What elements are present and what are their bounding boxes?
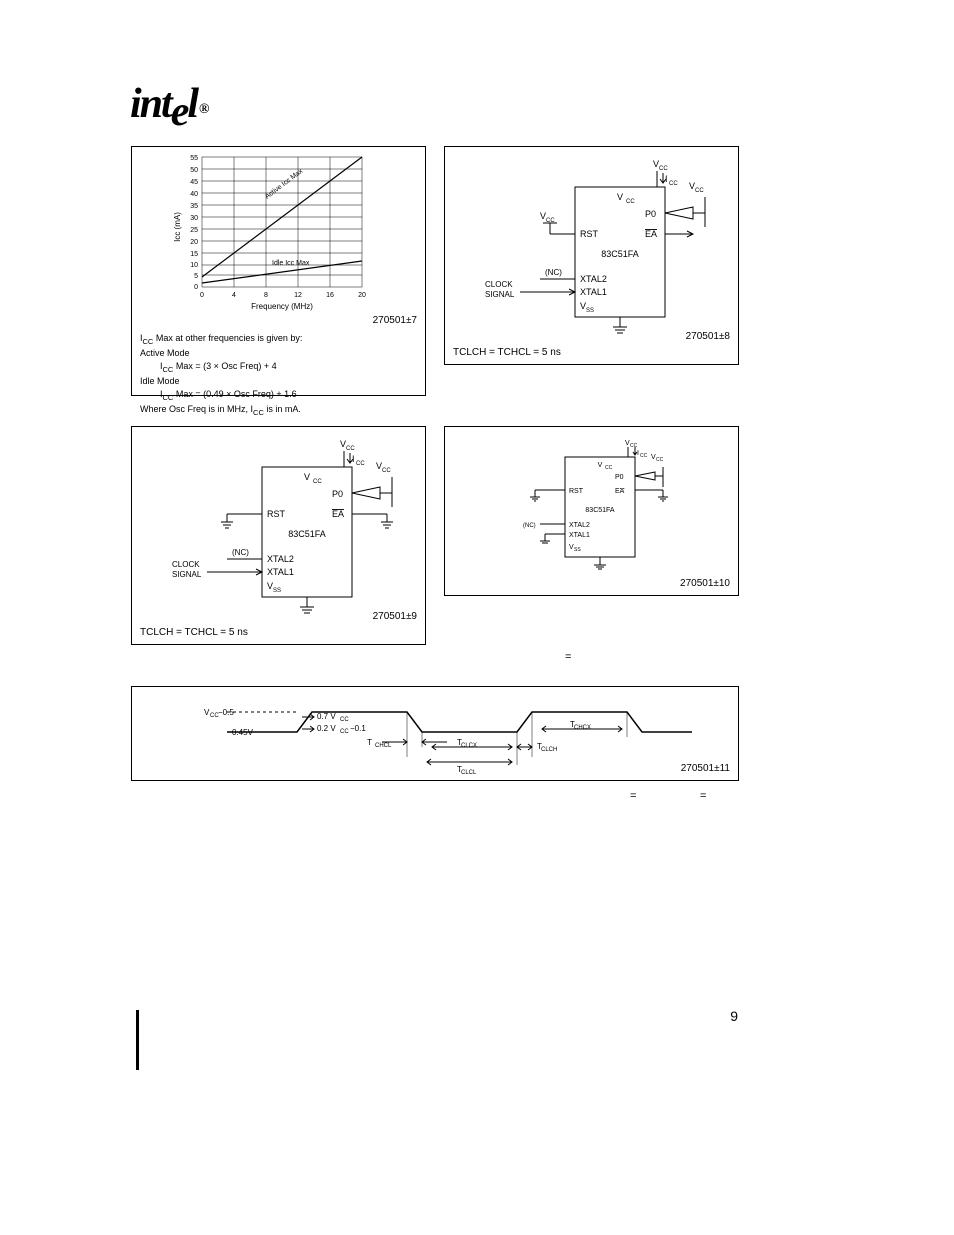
svg-text:50: 50 bbox=[190, 167, 198, 174]
svg-text:0.2 V: 0.2 V bbox=[317, 724, 336, 733]
svg-text:P0: P0 bbox=[332, 489, 343, 499]
svg-text:83C51FA: 83C51FA bbox=[601, 249, 639, 259]
svg-text:25: 25 bbox=[190, 227, 198, 234]
svg-text:10: 10 bbox=[190, 262, 198, 269]
figure-3: 83C51FA VCC ICC VCC VCC P0 RST EA XTAL2 … bbox=[131, 426, 426, 645]
svg-text:CC: CC bbox=[656, 457, 664, 463]
svg-text:CC: CC bbox=[382, 468, 391, 474]
margin-bar bbox=[136, 1010, 139, 1070]
svg-text:XTAL2: XTAL2 bbox=[580, 274, 607, 284]
svg-text:P0: P0 bbox=[645, 209, 656, 219]
svg-text:V: V bbox=[598, 462, 603, 469]
svg-text:XTAL2: XTAL2 bbox=[267, 554, 294, 564]
svg-text:(NC): (NC) bbox=[232, 548, 249, 557]
figure-4-ref: 270501±10 bbox=[680, 578, 730, 589]
svg-text:55: 55 bbox=[190, 155, 198, 162]
svg-text:CC: CC bbox=[626, 199, 635, 205]
svg-text:RST: RST bbox=[580, 229, 599, 239]
svg-text:0: 0 bbox=[200, 292, 204, 299]
svg-text:83C51FA: 83C51FA bbox=[288, 529, 326, 539]
svg-text:XTAL1: XTAL1 bbox=[569, 532, 590, 539]
svg-text:Idle Icc Max: Idle Icc Max bbox=[272, 260, 310, 267]
figure-2: 83C51FA VCC ICC VCC VCC P0 RST VCC EA XT… bbox=[444, 146, 739, 365]
svg-text:20: 20 bbox=[190, 239, 198, 246]
svg-text:CHCL: CHCL bbox=[375, 743, 392, 749]
svg-text:CC: CC bbox=[605, 465, 613, 471]
svg-text:0.45V: 0.45V bbox=[232, 728, 254, 737]
figure-1: Icc (mA) 0 5 10 15 20 25 30 35 40 45 50 … bbox=[131, 146, 426, 396]
svg-text:I: I bbox=[637, 450, 639, 457]
svg-text:CLCX: CLCX bbox=[461, 743, 477, 749]
svg-text:83C51FA: 83C51FA bbox=[585, 507, 615, 514]
svg-text:SIGNAL: SIGNAL bbox=[172, 570, 202, 579]
svg-text:0: 0 bbox=[194, 284, 198, 291]
svg-text:Active Icc Max: Active Icc Max bbox=[264, 168, 305, 201]
svg-text:40: 40 bbox=[190, 191, 198, 198]
intel-logo: intel® bbox=[130, 80, 206, 128]
svg-text:CC: CC bbox=[313, 479, 322, 485]
figure-3-ref: 270501±9 bbox=[373, 611, 417, 622]
svg-text:XTAL1: XTAL1 bbox=[267, 567, 294, 577]
page-number: 9 bbox=[730, 1008, 738, 1024]
svg-text:30: 30 bbox=[190, 215, 198, 222]
svg-text:CHCX: CHCX bbox=[574, 725, 591, 731]
svg-text:RST: RST bbox=[267, 509, 286, 519]
figure-4: 83C51FA VCC ICC VCC VCC P0 RST EA XTAL2 … bbox=[444, 426, 739, 596]
svg-text:12: 12 bbox=[294, 292, 302, 299]
svg-text:EA: EA bbox=[615, 488, 625, 495]
svg-text:0.7 V: 0.7 V bbox=[317, 712, 336, 721]
svg-text:(NC): (NC) bbox=[545, 268, 562, 277]
svg-text:CLOCK: CLOCK bbox=[172, 560, 200, 569]
equals-1: = bbox=[565, 651, 571, 663]
equals-2: = bbox=[630, 790, 636, 802]
svg-text:EA: EA bbox=[645, 229, 657, 239]
figure-2-ref: 270501±8 bbox=[686, 331, 730, 342]
svg-text:Frequency (MHz): Frequency (MHz) bbox=[251, 302, 313, 311]
svg-text:V: V bbox=[304, 472, 310, 482]
svg-text:SS: SS bbox=[574, 547, 581, 553]
svg-text:45: 45 bbox=[190, 179, 198, 186]
svg-text:CC: CC bbox=[659, 166, 668, 172]
svg-text:−0.1: −0.1 bbox=[350, 724, 366, 733]
figure-3-note: TCLCH = TCHCL = 5 ns bbox=[140, 627, 248, 638]
figure-1-caption: ICC Max at other frequencies is given by… bbox=[140, 332, 417, 418]
svg-text:CLOCK: CLOCK bbox=[485, 280, 513, 289]
svg-text:4: 4 bbox=[232, 292, 236, 299]
svg-text:V: V bbox=[617, 192, 623, 202]
svg-text:CLCL: CLCL bbox=[461, 770, 477, 776]
svg-text:T: T bbox=[367, 738, 372, 747]
figure-5: VCC−0.5 0.45V 0.7 VCC 0.2 VCC−0.1 TCHCL … bbox=[131, 686, 739, 781]
svg-text:P0: P0 bbox=[615, 474, 624, 481]
svg-text:CC: CC bbox=[340, 717, 349, 723]
svg-text:35: 35 bbox=[190, 203, 198, 210]
svg-text:CC: CC bbox=[340, 729, 349, 735]
svg-text:8: 8 bbox=[264, 292, 268, 299]
equals-3: = bbox=[700, 790, 706, 802]
svg-text:XTAL1: XTAL1 bbox=[580, 287, 607, 297]
svg-text:Icc (mA): Icc (mA) bbox=[173, 212, 182, 242]
svg-text:CC: CC bbox=[695, 188, 704, 194]
figure-1-ref: 270501±7 bbox=[373, 315, 417, 326]
figure-2-note: TCLCH = TCHCL = 5 ns bbox=[453, 347, 561, 358]
svg-text:SIGNAL: SIGNAL bbox=[485, 290, 515, 299]
svg-text:CC: CC bbox=[346, 446, 355, 452]
svg-text:SS: SS bbox=[586, 308, 594, 314]
svg-text:RST: RST bbox=[569, 488, 584, 495]
svg-text:XTAL2: XTAL2 bbox=[569, 522, 590, 529]
svg-text:16: 16 bbox=[326, 292, 334, 299]
svg-text:CLCH: CLCH bbox=[541, 747, 557, 753]
svg-text:−0.5: −0.5 bbox=[218, 708, 234, 717]
svg-text:(NC): (NC) bbox=[523, 523, 536, 529]
svg-text:EA: EA bbox=[332, 509, 344, 519]
svg-text:CC: CC bbox=[630, 443, 638, 449]
svg-text:CC: CC bbox=[669, 181, 678, 187]
svg-text:CC: CC bbox=[640, 453, 648, 459]
svg-text:5: 5 bbox=[194, 273, 198, 280]
figure-5-ref: 270501±11 bbox=[681, 763, 730, 774]
svg-text:20: 20 bbox=[358, 292, 366, 299]
svg-text:CC: CC bbox=[356, 461, 365, 467]
svg-text:15: 15 bbox=[190, 251, 198, 258]
svg-text:SS: SS bbox=[273, 588, 281, 594]
